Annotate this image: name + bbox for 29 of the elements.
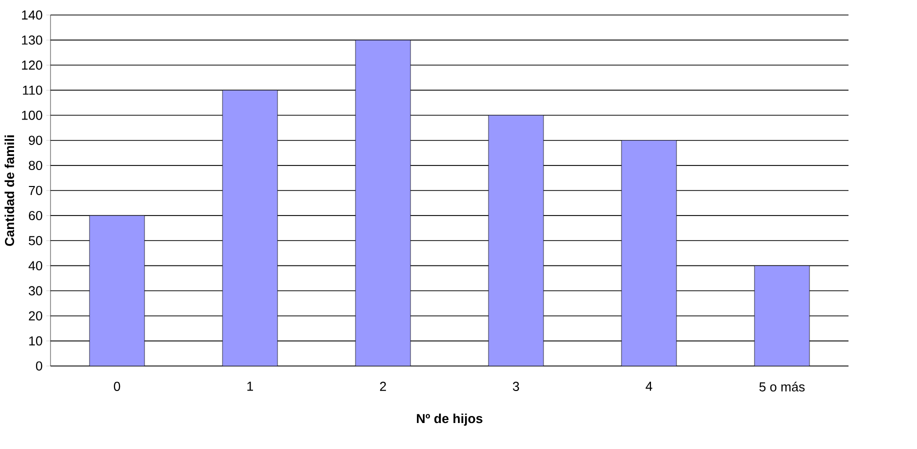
y-tick-label: 10 [29, 336, 42, 346]
x-axis-title: Nº de hijos [416, 414, 482, 426]
y-tick-label: 90 [28, 136, 42, 145]
bar [622, 140, 676, 366]
y-tick-label: 20 [28, 311, 42, 320]
bar [754, 266, 810, 366]
x-tick-label: 2 [380, 382, 386, 391]
bar [222, 90, 278, 366]
y-tick-label: 100 [22, 110, 42, 120]
bar [356, 40, 410, 366]
y-tick-label: 70 [28, 186, 42, 196]
y-tick-label: 30 [28, 286, 42, 296]
y-tick-label: 110 [22, 86, 42, 95]
y-tick-label: 60 [28, 210, 42, 220]
y-tick-label: 120 [22, 60, 42, 70]
y-tick-label: 140 [22, 10, 42, 20]
bar [90, 216, 145, 366]
x-tick-label: 0 [114, 382, 120, 391]
x-tick-label: 3 [512, 382, 520, 391]
y-tick-label: 40 [28, 261, 42, 270]
y-axis-title: Cantidad de famili [4, 135, 14, 246]
x-tick-label: 1 [247, 382, 253, 391]
y-tick-label: 80 [28, 160, 42, 170]
bar [488, 115, 544, 366]
y-tick-label: 130 [22, 35, 42, 45]
y-tick-label: 50 [28, 236, 42, 246]
x-tick-label: 5 o más [759, 382, 805, 392]
x-tick-label: 4 [646, 382, 652, 391]
y-tick-label: 0 [36, 361, 42, 371]
